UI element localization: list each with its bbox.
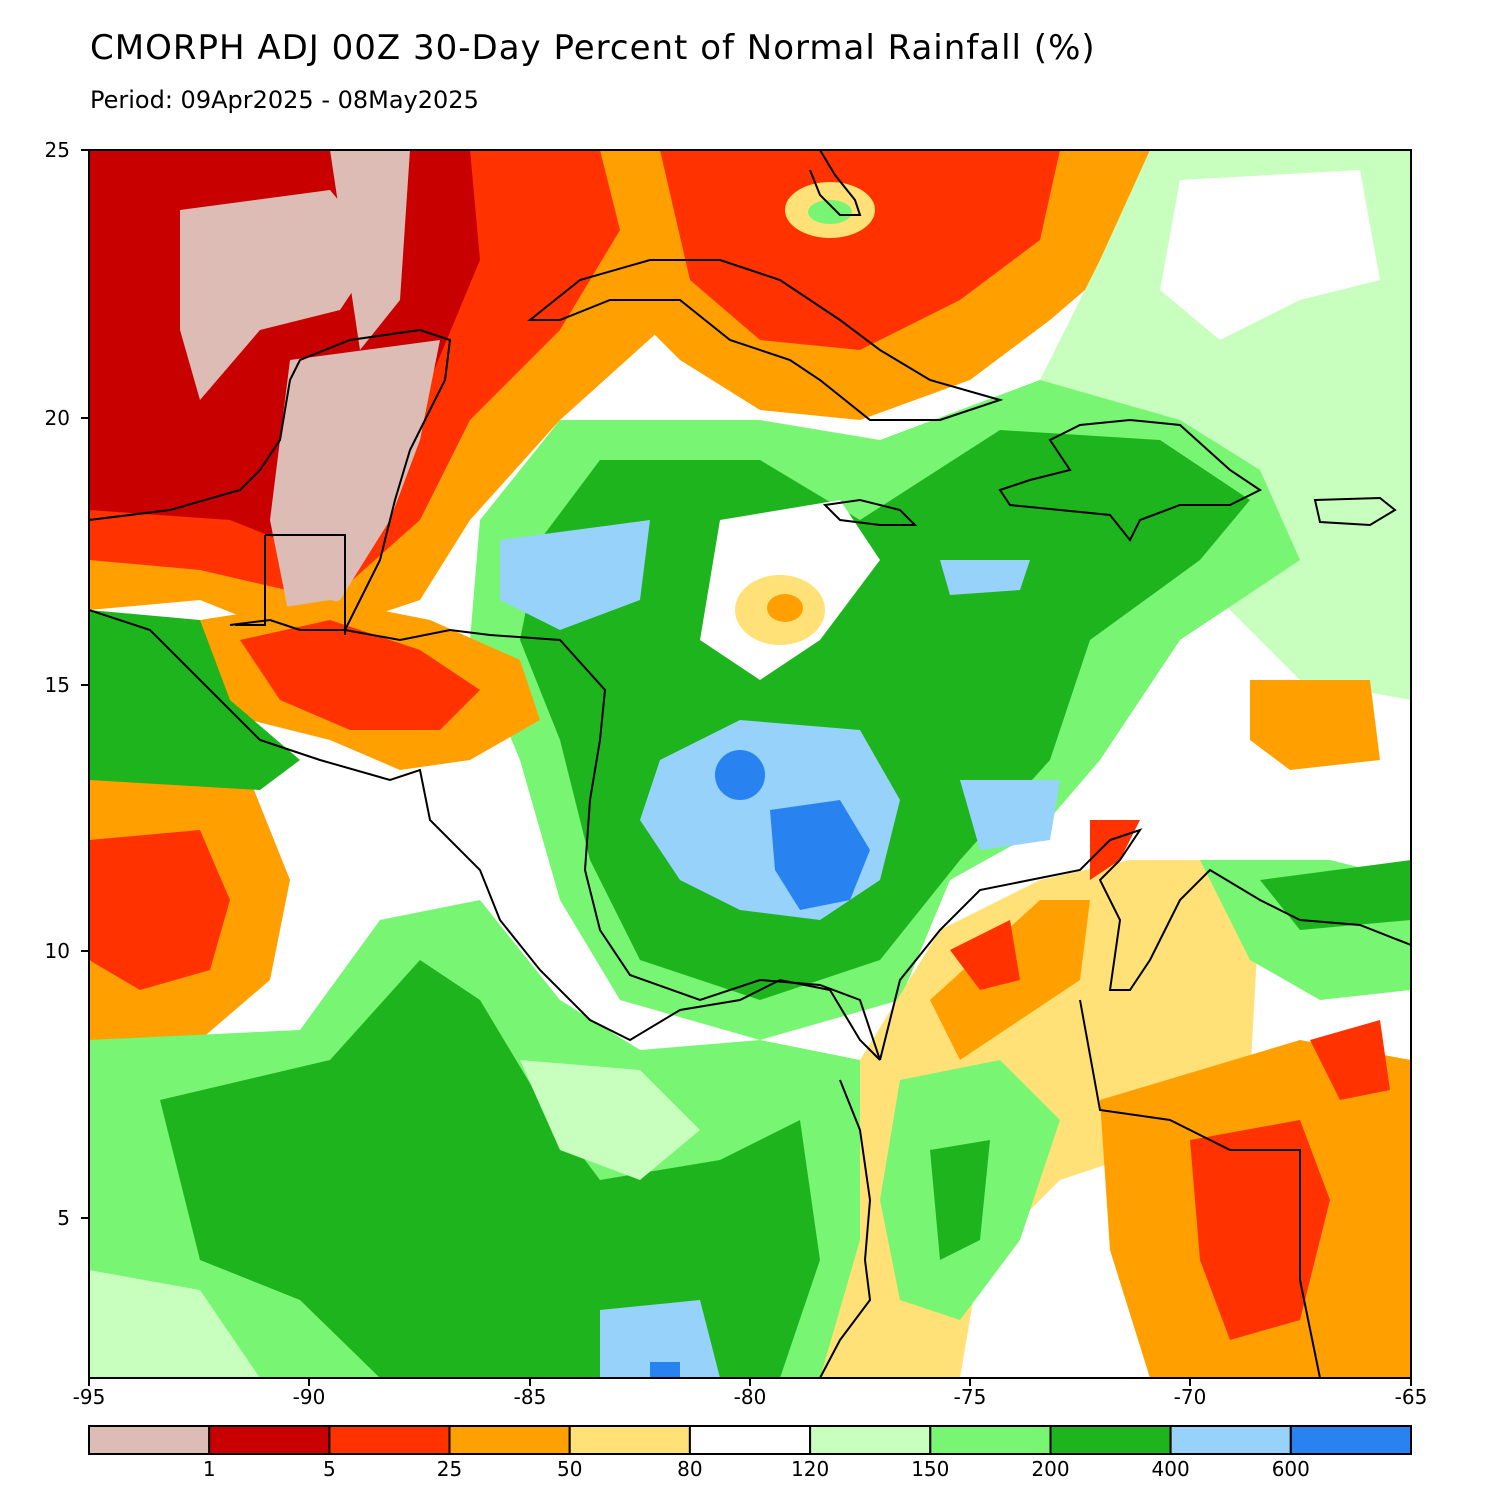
colombia-coast	[879, 828, 1411, 1061]
colorbar-label: 600	[1272, 1457, 1310, 1481]
pacific-near-normal	[520, 1060, 700, 1180]
colorbar-box	[1169, 1425, 1292, 1455]
hispaniola-very-wet	[940, 560, 1030, 595]
caribbean-east-dry	[1250, 680, 1380, 770]
colorbar-label: 50	[557, 1457, 582, 1481]
y-tick-label: 25	[45, 138, 70, 162]
pacific-wet-core	[160, 960, 820, 1378]
rainfall-field	[89, 150, 1411, 1378]
axis-ticks	[81, 149, 1412, 1386]
extreme-dry-region-2	[330, 150, 410, 350]
colorbar-boxes	[88, 1425, 1413, 1455]
colorbar-label: 400	[1152, 1457, 1190, 1481]
caribbean-extreme-wet	[770, 800, 870, 910]
y-tick-label: 15	[45, 673, 70, 697]
central-america-caribbean-coast	[344, 628, 881, 1061]
x-tick-label: -70	[1174, 1385, 1207, 1409]
colorbar-label: 200	[1031, 1457, 1069, 1481]
colorbar-label: 80	[677, 1457, 702, 1481]
extreme-dry-yucatan	[270, 340, 440, 620]
x-tick-label: -80	[734, 1385, 767, 1409]
colorbar-box	[448, 1425, 571, 1455]
colorbar-label: 150	[911, 1457, 949, 1481]
extreme-dry-region-1	[180, 190, 380, 400]
pacific-coast-sa	[819, 1079, 872, 1378]
colorbar-label: 25	[437, 1457, 462, 1481]
colorbar-label: 1	[203, 1457, 216, 1481]
colorbar-box	[1049, 1425, 1172, 1455]
coastlines	[89, 150, 1411, 1378]
colorbar-label: 120	[791, 1457, 829, 1481]
y-tick-label: 10	[45, 939, 70, 963]
florida-coast	[809, 150, 862, 216]
jamaica-coast	[822, 498, 918, 526]
x-axis-labels: -95 -90 -85 -80 -75 -70 -65	[73, 1385, 1428, 1409]
guatemala-belize-border	[265, 534, 346, 635]
dry-region-north-inner	[660, 150, 1060, 350]
map-title: CMORPH ADJ 00Z 30-Day Percent of Normal …	[90, 28, 1096, 68]
ne-near-normal	[1160, 170, 1380, 340]
cuba-coast	[527, 259, 1004, 421]
colorbar: 1 5 25 50 80 120 150 200 400 600	[88, 1425, 1413, 1481]
colorbar-box	[88, 1425, 211, 1455]
yucatan-coast	[89, 609, 881, 1061]
colorbar-box	[328, 1425, 451, 1455]
x-tick-label: -95	[73, 1385, 106, 1409]
colorbar-box	[929, 1425, 1052, 1455]
colorbar-box	[568, 1425, 691, 1455]
y-axis-labels: 25 20 15 10 5	[45, 138, 70, 1230]
colorbar-box	[208, 1425, 331, 1455]
colorbar-labels: 1 5 25 50 80 120 150 200 400 600	[203, 1457, 1310, 1481]
colorbar-box	[1289, 1425, 1413, 1455]
y-tick-label: 20	[45, 406, 70, 430]
colorbar-box	[688, 1425, 812, 1455]
period-subtitle: Period: 09Apr2025 - 08May2025	[90, 86, 479, 114]
x-tick-label: -65	[1395, 1385, 1428, 1409]
x-tick-label: -90	[293, 1385, 326, 1409]
hispaniola-coast	[998, 418, 1262, 542]
x-tick-label: -75	[954, 1385, 987, 1409]
colorbar-label: 5	[323, 1457, 336, 1481]
y-tick-label: 5	[57, 1206, 70, 1230]
venezuela-border	[1079, 999, 1321, 1378]
x-tick-label: -85	[514, 1385, 547, 1409]
puerto-rico-coast	[1313, 496, 1397, 527]
colorbar-box	[809, 1425, 932, 1455]
pacific-wet-west	[89, 610, 300, 790]
